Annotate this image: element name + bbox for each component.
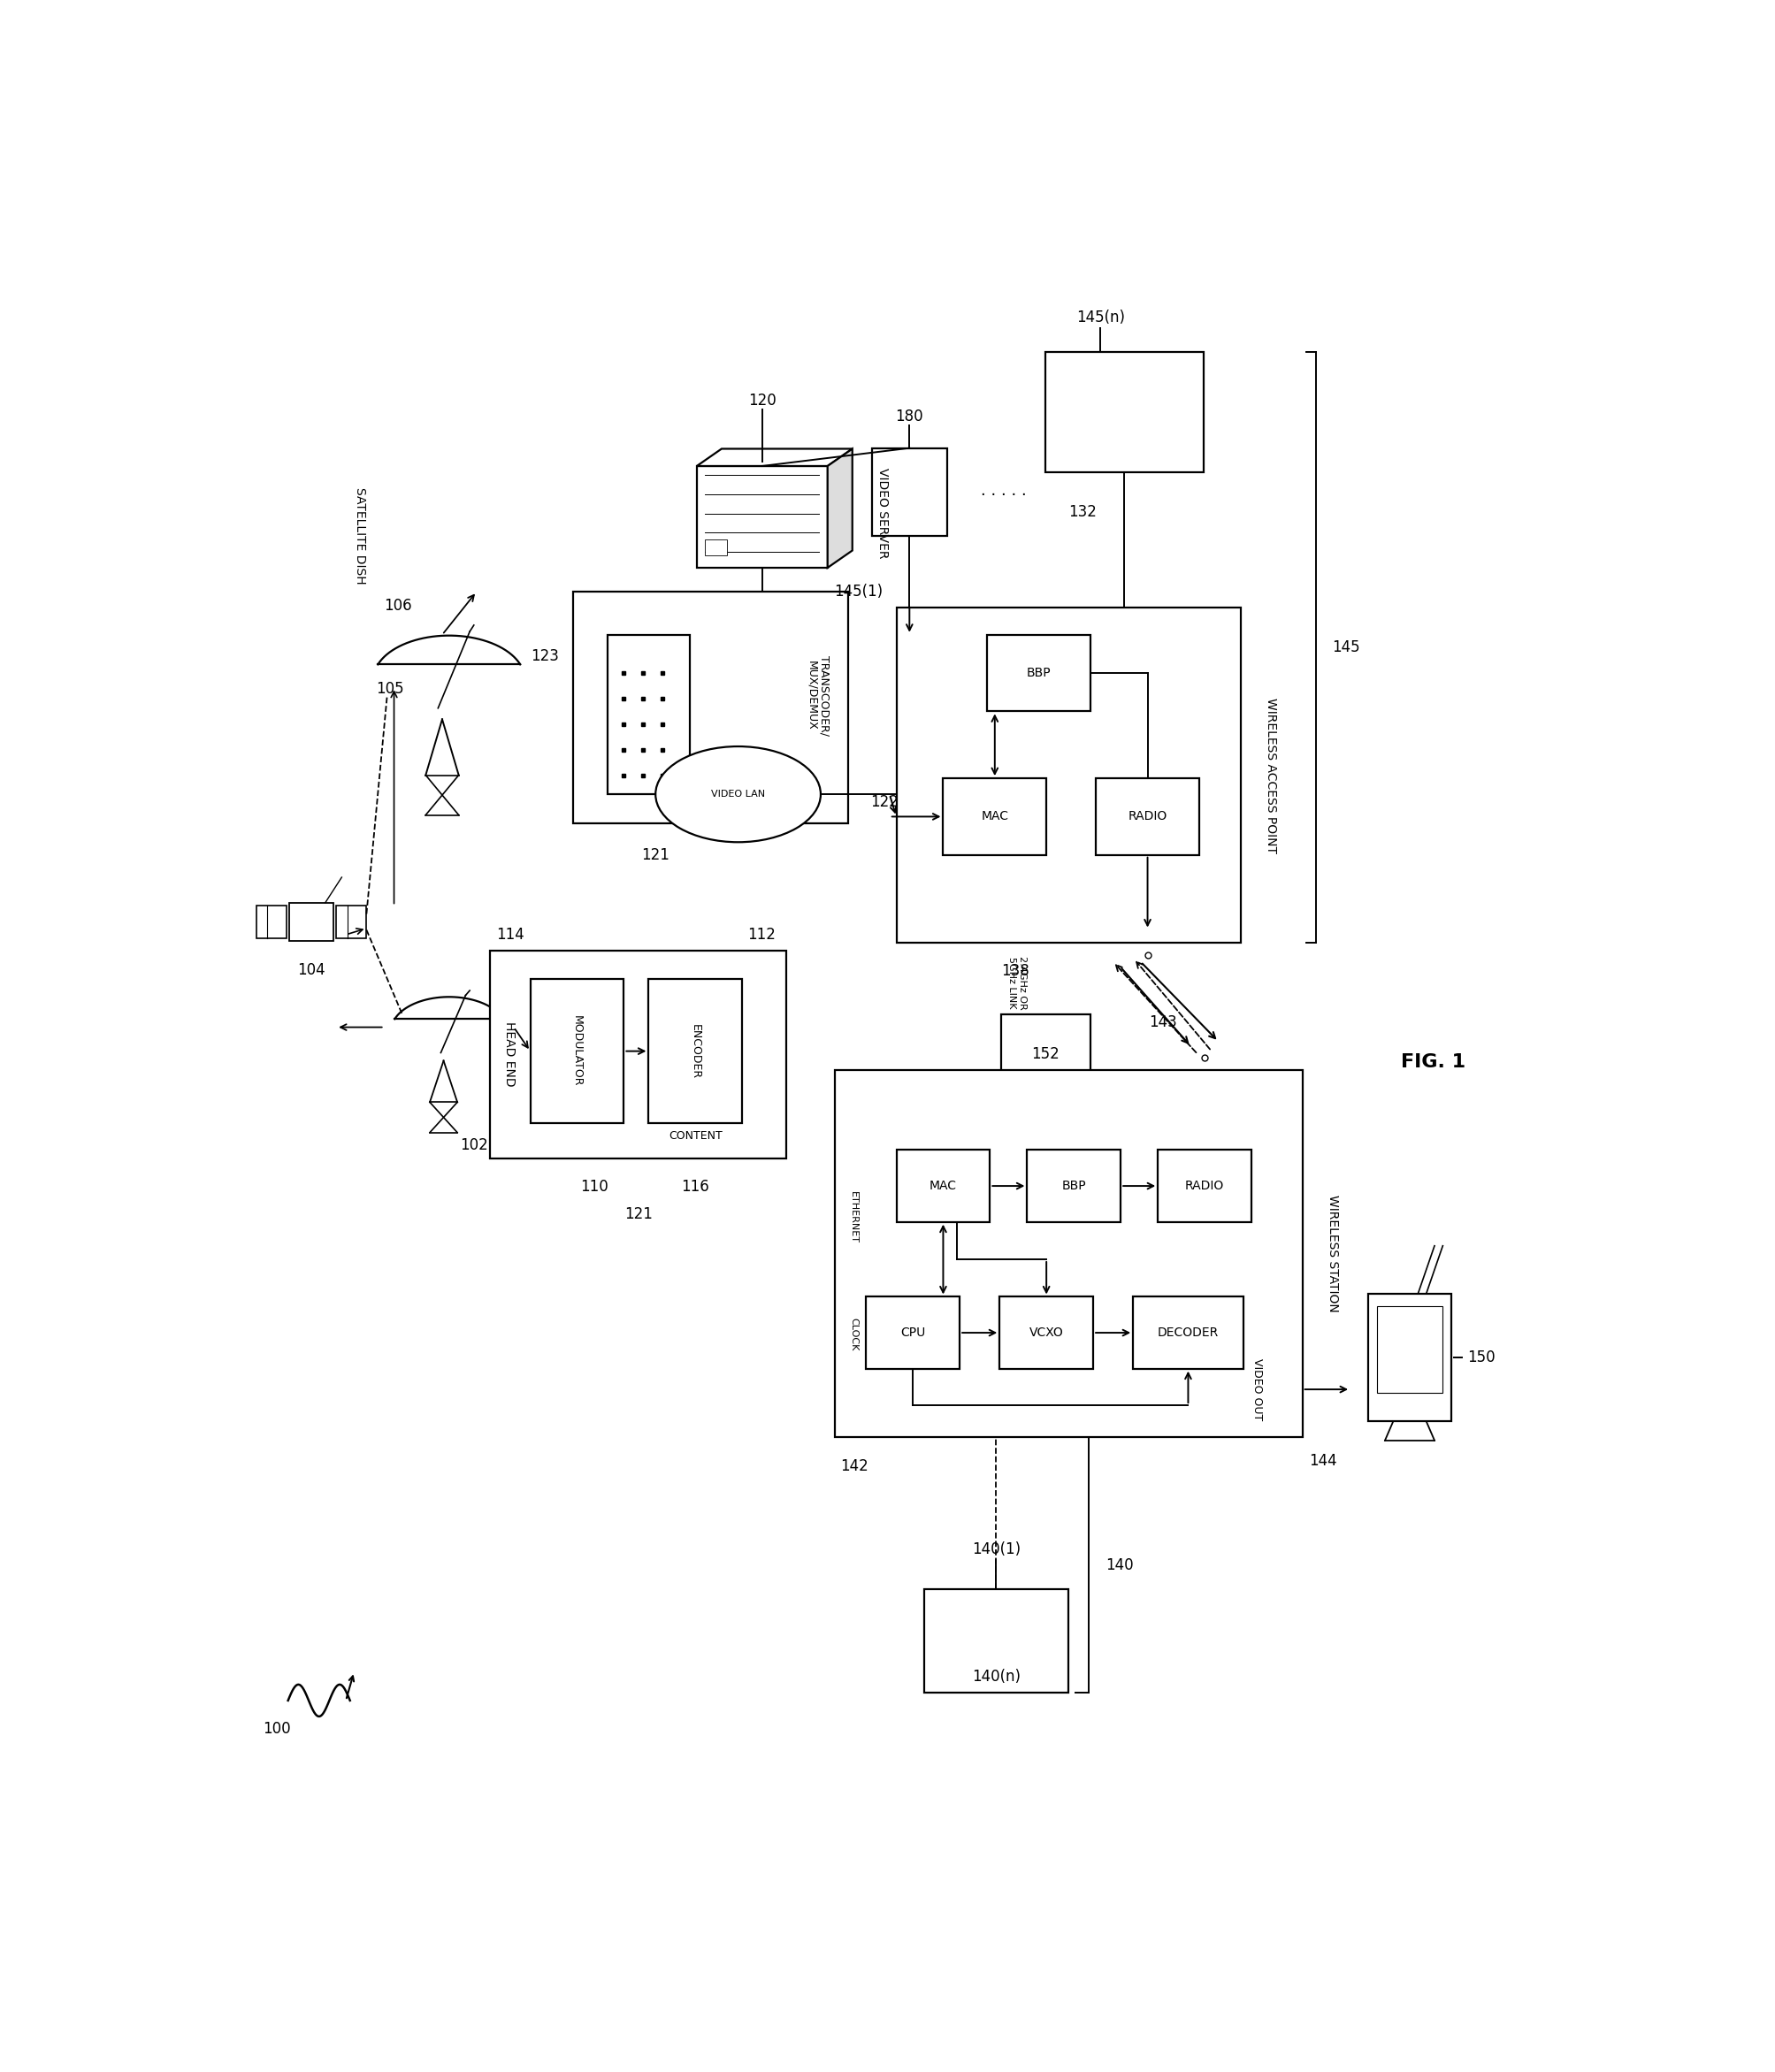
- Text: 143: 143: [1148, 1015, 1177, 1030]
- Bar: [1369, 1293, 1450, 1421]
- Text: 102: 102: [460, 1138, 488, 1154]
- Text: 144: 144: [1308, 1452, 1337, 1469]
- Bar: [943, 779, 1045, 856]
- Bar: [923, 1589, 1069, 1693]
- Bar: [289, 903, 334, 941]
- Bar: [987, 634, 1090, 711]
- Bar: [866, 1297, 958, 1370]
- Text: 116: 116: [682, 1179, 710, 1196]
- Text: MAC: MAC: [928, 1179, 957, 1191]
- Text: CLOCK: CLOCK: [848, 1318, 857, 1351]
- Bar: [999, 1297, 1093, 1370]
- Text: 145(n): 145(n): [1076, 309, 1124, 325]
- Text: 114: 114: [497, 926, 525, 943]
- Text: CPU: CPU: [900, 1326, 925, 1339]
- Bar: [834, 1071, 1301, 1438]
- Bar: [1157, 1150, 1251, 1222]
- Text: WIRELESS ACCESS POINT: WIRELESS ACCESS POINT: [1264, 698, 1276, 854]
- Text: 121: 121: [625, 1206, 651, 1222]
- Bar: [872, 448, 946, 537]
- Text: . . . . .: . . . . .: [980, 483, 1026, 499]
- Bar: [256, 905, 286, 939]
- Text: MODULATOR: MODULATOR: [572, 1015, 582, 1086]
- Text: BBP: BBP: [1061, 1179, 1086, 1191]
- Bar: [1026, 1150, 1120, 1222]
- Polygon shape: [827, 450, 852, 568]
- Text: 122: 122: [870, 794, 898, 810]
- Text: 132: 132: [1069, 503, 1097, 520]
- Text: 110: 110: [580, 1179, 607, 1196]
- Bar: [607, 634, 690, 794]
- Text: 140(n): 140(n): [971, 1668, 1021, 1685]
- Text: 138: 138: [1001, 963, 1030, 980]
- Text: RADIO: RADIO: [1127, 810, 1166, 823]
- Bar: [896, 607, 1239, 943]
- Text: 140(1): 140(1): [971, 1542, 1021, 1556]
- Text: 105: 105: [376, 682, 403, 696]
- Text: VIDEO OUT: VIDEO OUT: [1251, 1359, 1262, 1421]
- Bar: [1376, 1307, 1441, 1392]
- Bar: [705, 539, 726, 555]
- Text: 100: 100: [263, 1722, 291, 1736]
- Bar: [1132, 1297, 1243, 1370]
- Text: 180: 180: [895, 408, 923, 425]
- Text: 145: 145: [1331, 640, 1360, 655]
- Text: 142: 142: [840, 1459, 868, 1473]
- Text: HEAD END: HEAD END: [502, 1021, 515, 1088]
- Ellipse shape: [655, 746, 820, 841]
- Text: ENCODER: ENCODER: [689, 1024, 701, 1080]
- Text: 106: 106: [383, 599, 412, 613]
- Text: VIDEO SERVER: VIDEO SERVER: [877, 468, 888, 559]
- Text: 104: 104: [298, 961, 325, 978]
- Text: WIRELESS STATION: WIRELESS STATION: [1326, 1196, 1338, 1312]
- Text: 123: 123: [531, 649, 559, 665]
- Text: SATELLITE DISH: SATELLITE DISH: [353, 487, 366, 584]
- Bar: [696, 466, 827, 568]
- Text: VCXO: VCXO: [1030, 1326, 1063, 1339]
- Text: 140: 140: [1104, 1556, 1132, 1573]
- Bar: [896, 1150, 989, 1222]
- Text: 145(1): 145(1): [834, 584, 882, 599]
- Bar: [1095, 779, 1198, 856]
- Text: TRANSCODER/
MUX/DEMUX: TRANSCODER/ MUX/DEMUX: [806, 655, 831, 736]
- Bar: [335, 905, 366, 939]
- Text: 121: 121: [641, 847, 669, 862]
- Text: 152: 152: [1031, 1046, 1060, 1063]
- Text: VIDEO LAN: VIDEO LAN: [710, 789, 765, 798]
- Text: RADIO: RADIO: [1184, 1179, 1223, 1191]
- Text: ETHERNET: ETHERNET: [848, 1191, 857, 1243]
- Bar: [573, 593, 848, 823]
- Text: 112: 112: [747, 926, 776, 943]
- Text: FIG. 1: FIG. 1: [1400, 1053, 1464, 1071]
- Bar: [1044, 352, 1203, 472]
- Bar: [531, 980, 623, 1123]
- Text: 150: 150: [1466, 1349, 1495, 1365]
- Text: BBP: BBP: [1026, 667, 1051, 680]
- Bar: [1001, 1015, 1090, 1094]
- Bar: [648, 980, 742, 1123]
- Text: MAC: MAC: [980, 810, 1008, 823]
- Text: 120: 120: [747, 392, 776, 408]
- Bar: [490, 951, 786, 1158]
- Text: CONTENT: CONTENT: [667, 1129, 722, 1142]
- Polygon shape: [696, 450, 852, 466]
- Text: DECODER: DECODER: [1157, 1326, 1218, 1339]
- Text: 2.4GHz OR
5GHz LINK: 2.4GHz OR 5GHz LINK: [1006, 955, 1026, 1009]
